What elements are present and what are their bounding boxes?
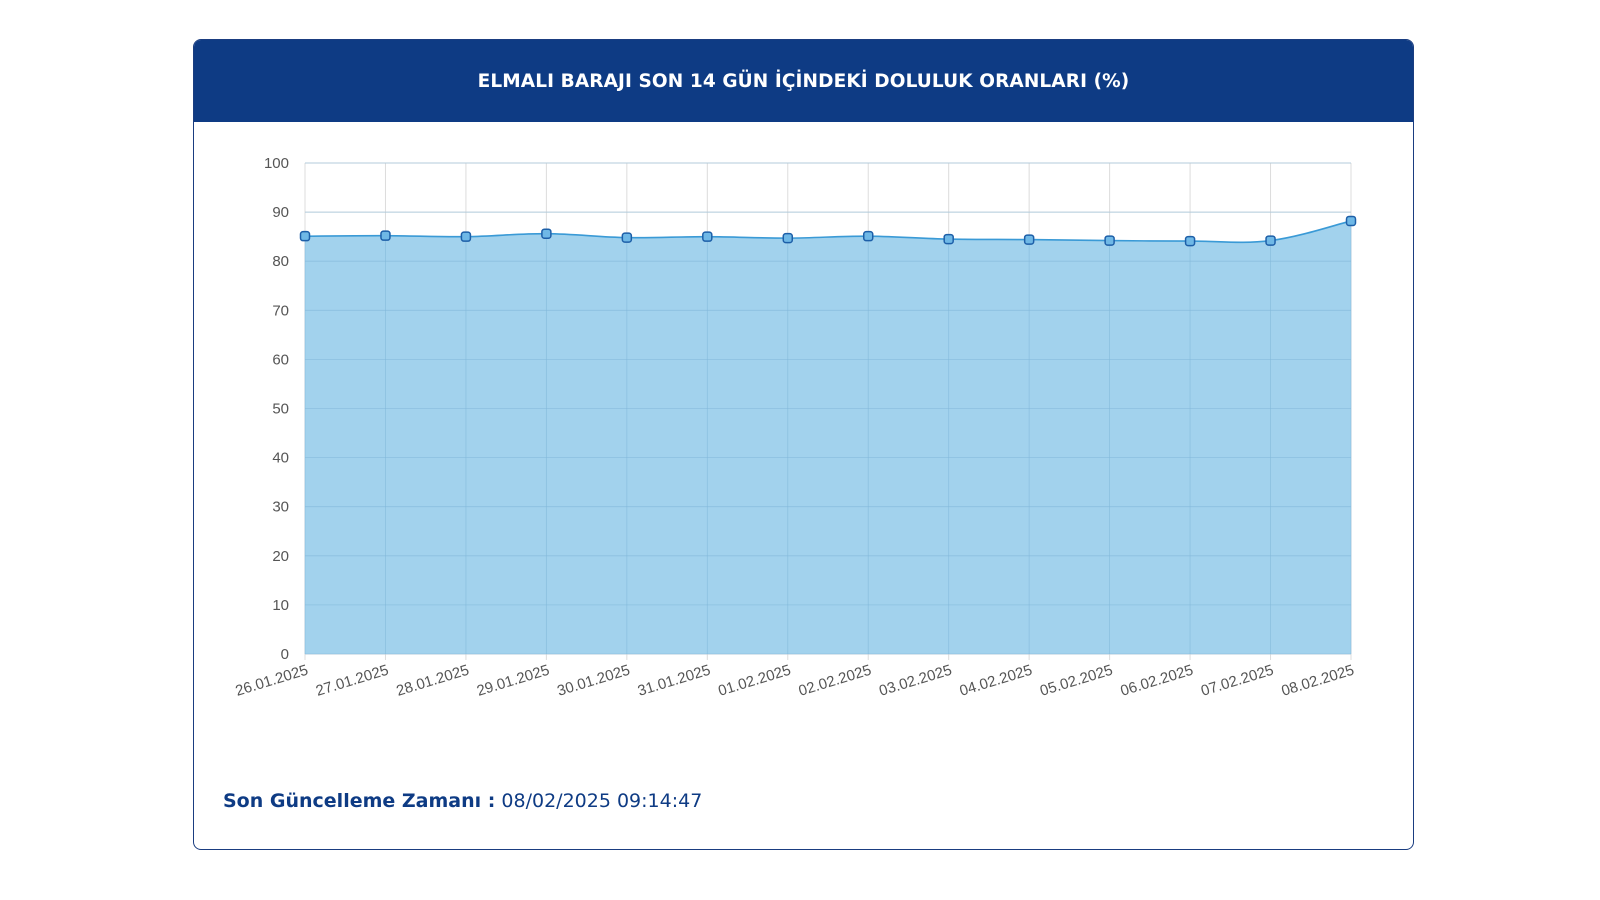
x-tick-label: 08.02.2025 [1279,662,1356,700]
chart-card: ELMALI BARAJI SON 14 GÜN İÇİNDEKİ DOLULU… [193,39,1414,850]
last-update-label: Son Güncelleme Zamanı : [223,790,496,812]
data-point-29.01.2025 [541,228,552,239]
x-tick-label: 06.02.2025 [1118,662,1195,700]
x-tick-label: 26.01.2025 [233,662,310,700]
y-tick-label: 90 [272,204,289,221]
data-point-08.02.2025 [1345,215,1357,227]
chart-area: 0 10 20 30 40 50 60 70 80 90 100 26.01.2025 27.01.20… [194,122,1413,762]
fill-rate-chart: 0 10 20 30 40 50 60 70 80 90 100 26.01.2025 27.01.20… [233,155,1357,700]
y-tick-label: 100 [264,155,289,172]
y-tick-label: 80 [272,253,289,270]
x-tick-label: 31.01.2025 [636,662,713,700]
card-header: ELMALI BARAJI SON 14 GÜN İÇİNDEKİ DOLULU… [194,40,1413,122]
x-tick-label: 05.02.2025 [1038,662,1115,700]
y-tick-label: 20 [272,548,289,565]
last-update: Son Güncelleme Zamanı : 08/02/2025 09:14… [223,790,702,812]
data-point-28.01.2025 [460,231,472,242]
data-point-05.02.2025 [1104,235,1115,246]
data-point-06.02.2025 [1184,235,1196,247]
y-tick-label: 0 [281,646,289,663]
x-tick-label: 01.02.2025 [716,662,793,700]
data-point-01.02.2025 [782,232,794,244]
x-tick-label: 07.02.2025 [1199,662,1276,700]
x-tick-label: 04.02.2025 [958,662,1035,700]
x-tick-label: 30.01.2025 [555,662,632,700]
data-point-31.01.2025 [702,231,713,242]
y-tick-label: 50 [272,401,289,418]
data-point-02.02.2025 [862,230,874,242]
x-tick-label: 27.01.2025 [314,662,391,700]
series-area [305,220,1351,655]
data-point-27.01.2025 [380,230,391,241]
y-tick-label: 60 [272,351,289,368]
last-update-value: 08/02/2025 09:14:47 [501,790,703,812]
y-tick-label: 70 [272,302,289,319]
data-point-04.02.2025 [1023,234,1035,245]
chart-title: ELMALI BARAJI SON 14 GÜN İÇİNDEKİ DOLULU… [477,70,1130,92]
data-point-07.02.2025 [1265,235,1276,246]
x-tick-label: 02.02.2025 [797,662,874,700]
x-tick-label: 29.01.2025 [475,662,552,700]
y-tick-label: 30 [272,499,289,516]
y-tick-label: 40 [272,450,289,467]
y-tick-label: 10 [272,597,289,614]
data-point-30.01.2025 [621,232,633,243]
x-tick-label: 03.02.2025 [877,662,954,700]
data-point-26.01.2025 [299,230,311,242]
data-point-03.02.2025 [943,233,954,245]
x-tick-label: 28.01.2025 [394,662,471,700]
